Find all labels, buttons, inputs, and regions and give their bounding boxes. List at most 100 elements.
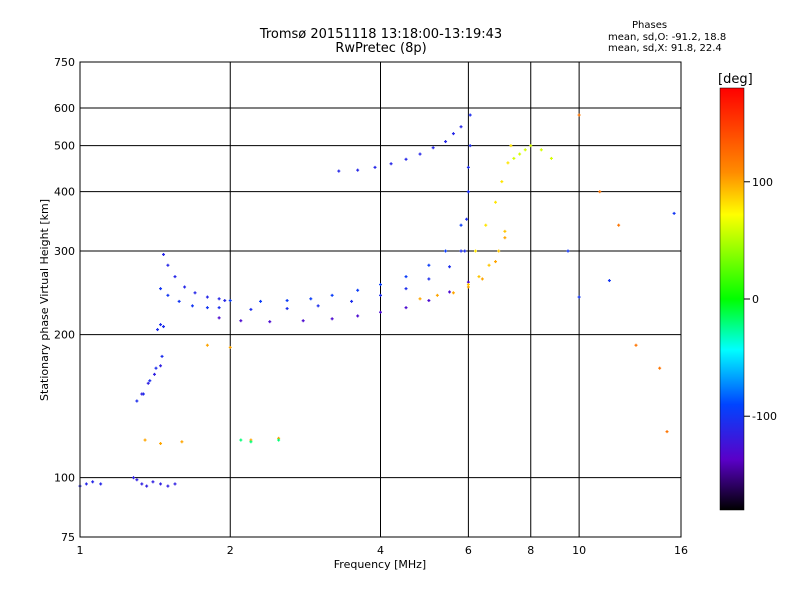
data-point <box>448 265 452 269</box>
data-point <box>598 190 602 194</box>
data-point <box>665 430 669 434</box>
data-point <box>217 316 221 320</box>
data-point <box>166 293 170 297</box>
y-axis-ticks: 75 100 200 300 400 500 600 750 <box>54 56 75 544</box>
data-point <box>183 285 187 289</box>
data-point <box>480 277 484 281</box>
x-tick-label: 8 <box>527 544 534 557</box>
data-point <box>316 304 320 308</box>
y-axis-label: Stationary phase Virtual Height [km] <box>38 199 51 401</box>
plot-frame <box>79 61 682 538</box>
data-point <box>459 223 463 227</box>
data-point <box>193 291 197 295</box>
data-point <box>356 288 360 292</box>
x-axis-ticks: 1 2 4 6 8 10 16 <box>77 544 689 557</box>
x-tick-label: 16 <box>674 544 688 557</box>
chart-title: Tromsø 20151118 13:18:00-13:19:43 <box>259 27 503 42</box>
data-point <box>418 152 422 156</box>
data-point <box>451 291 455 295</box>
data-point <box>607 279 611 283</box>
data-point <box>135 399 139 403</box>
colorbar-tick-label: -100 <box>752 410 777 423</box>
grid-lines <box>80 62 681 537</box>
data-point <box>577 113 581 117</box>
data-point <box>143 438 147 442</box>
data-point <box>463 249 467 253</box>
colorbar-tick-label: 0 <box>752 293 759 306</box>
data-point <box>427 277 431 281</box>
x-tick-label: 4 <box>377 544 384 557</box>
data-point <box>239 319 243 323</box>
colorbar-label: [deg] <box>718 72 753 87</box>
data-point <box>448 290 452 294</box>
data-point <box>166 484 170 488</box>
data-point <box>466 283 470 287</box>
data-point <box>487 263 491 267</box>
data-point <box>140 482 144 486</box>
data-point <box>151 480 155 484</box>
data-point <box>466 190 470 194</box>
data-point <box>145 484 149 488</box>
data-point <box>529 144 533 148</box>
data-point <box>468 144 472 148</box>
y-tick-label: 400 <box>54 186 75 199</box>
data-point <box>539 148 543 152</box>
x-axis-label: Frequency [MHz] <box>334 558 426 571</box>
data-point <box>159 442 163 446</box>
data-point <box>404 275 408 279</box>
data-point <box>223 299 227 303</box>
data-point <box>154 366 158 370</box>
data-point <box>477 275 481 279</box>
data-point <box>301 319 305 323</box>
data-point <box>617 223 621 227</box>
data-point <box>159 482 163 486</box>
phase-x-mode: mean, sd,X: 91.8, 22.4 <box>608 43 722 54</box>
data-point <box>634 343 638 347</box>
data-point <box>379 293 382 297</box>
data-point <box>205 306 209 310</box>
data-point <box>205 343 209 347</box>
data-point <box>91 480 95 484</box>
data-point <box>148 379 152 383</box>
data-point <box>459 249 463 253</box>
data-point <box>152 372 156 376</box>
data-point <box>350 299 354 303</box>
colorbar <box>719 87 745 511</box>
colorbar-ticks: 100 0 -100 <box>744 176 777 423</box>
data-point <box>566 249 570 253</box>
data-point <box>99 482 103 486</box>
data-point <box>159 323 163 327</box>
data-point <box>494 260 498 264</box>
data-point <box>379 283 382 287</box>
data-point <box>465 217 469 221</box>
data-point <box>523 148 527 152</box>
data-point <box>132 476 136 480</box>
data-point <box>180 440 184 444</box>
data-point <box>84 482 88 486</box>
x-tick-label: 6 <box>465 544 472 557</box>
data-point <box>159 364 163 368</box>
data-point <box>330 317 334 321</box>
data-point <box>389 162 393 166</box>
data-point <box>373 165 377 169</box>
data-point <box>468 113 472 117</box>
data-point <box>277 438 281 442</box>
data-point <box>268 320 272 324</box>
data-point <box>146 381 150 385</box>
x-tick-label: 2 <box>227 544 234 557</box>
data-point <box>285 299 289 303</box>
data-point <box>190 304 194 308</box>
data-point <box>431 146 435 150</box>
data-point <box>239 438 243 442</box>
data-point <box>135 478 139 482</box>
data-point <box>356 314 360 318</box>
data-point <box>228 345 232 349</box>
data-point <box>404 306 408 310</box>
data-point <box>162 252 166 256</box>
data-point <box>466 165 470 169</box>
y-tick-label: 75 <box>61 531 75 544</box>
data-point <box>160 354 164 358</box>
data-point <box>444 249 448 253</box>
data-point <box>577 295 581 299</box>
data-point <box>379 310 382 314</box>
